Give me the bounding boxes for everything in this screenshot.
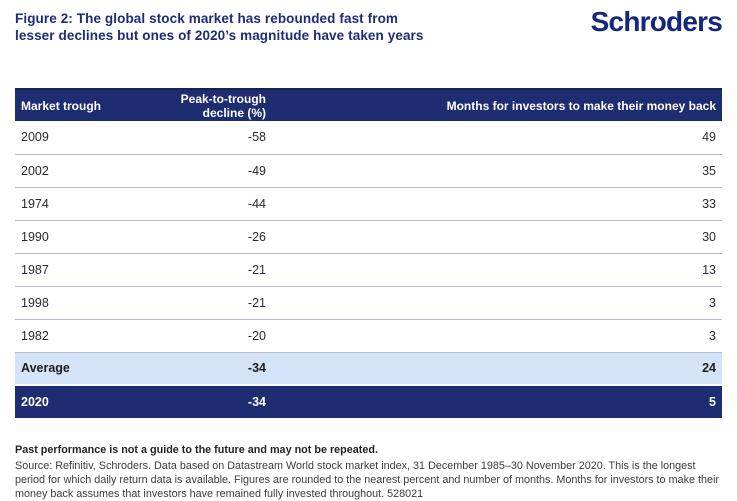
table-row: 1998 -21 3 bbox=[15, 286, 722, 320]
table-row: 1974 -44 33 bbox=[15, 187, 722, 221]
figure-title: Figure 2: The global stock market has re… bbox=[15, 10, 424, 44]
column-header-months: Months for investors to make their money… bbox=[272, 88, 722, 121]
cell-months: 24 bbox=[272, 352, 722, 386]
cell-months: 35 bbox=[272, 154, 722, 188]
logo-slashed-o-icon: o bbox=[649, 6, 667, 37]
cell-trough: 1990 bbox=[15, 220, 160, 254]
table-row: 2002 -49 35 bbox=[15, 154, 722, 188]
cell-decline: -58 bbox=[160, 121, 272, 155]
source-note: Source: Refinitiv, Schroders. Data based… bbox=[15, 460, 719, 501]
cell-months: 5 bbox=[272, 385, 722, 418]
past-performance-disclaimer: Past performance is not a guide to the f… bbox=[15, 444, 378, 456]
cell-months: 3 bbox=[272, 286, 722, 320]
cell-decline: -34 bbox=[160, 385, 272, 418]
cell-trough: 1974 bbox=[15, 187, 160, 221]
table-row-2020-highlight: 2020 -34 5 bbox=[15, 385, 722, 418]
table-header-row: Market trough Peak-to-trough decline (%)… bbox=[15, 88, 722, 121]
cell-trough: 1998 bbox=[15, 286, 160, 320]
cell-trough: 2002 bbox=[15, 154, 160, 188]
cell-months: 3 bbox=[272, 319, 722, 353]
figure-title-line1: Figure 2: The global stock market has re… bbox=[15, 11, 399, 26]
cell-trough: 2009 bbox=[15, 121, 160, 155]
figure-title-line2: lesser declines but ones of 2020’s magni… bbox=[15, 28, 424, 43]
table-row-average: Average -34 24 bbox=[15, 352, 722, 386]
cell-decline: -21 bbox=[160, 286, 272, 320]
cell-decline: -44 bbox=[160, 187, 272, 221]
logo-text-pre: Schr bbox=[590, 6, 651, 37]
table-row: 1987 -21 13 bbox=[15, 253, 722, 287]
column-header-decline: Peak-to-trough decline (%) bbox=[160, 88, 272, 121]
cell-months: 49 bbox=[272, 121, 722, 155]
cell-decline: -49 bbox=[160, 154, 272, 188]
cell-trough: 1982 bbox=[15, 319, 160, 353]
table-row: 2009 -58 49 bbox=[15, 121, 722, 155]
cell-decline: -21 bbox=[160, 253, 272, 287]
cell-trough: 2020 bbox=[15, 385, 160, 418]
page-header: Figure 2: The global stock market has re… bbox=[0, 0, 737, 88]
table-row: 1990 -26 30 bbox=[15, 220, 722, 254]
cell-months: 13 bbox=[272, 253, 722, 287]
table-row: 1982 -20 3 bbox=[15, 319, 722, 353]
cell-trough: Average bbox=[15, 352, 160, 386]
cell-decline: -20 bbox=[160, 319, 272, 353]
cell-months: 30 bbox=[272, 220, 722, 254]
cell-decline: -26 bbox=[160, 220, 272, 254]
column-header-market-trough: Market trough bbox=[15, 88, 160, 121]
footnotes: Past performance is not a guide to the f… bbox=[15, 444, 727, 501]
cell-decline: -34 bbox=[160, 352, 272, 386]
schroders-logo: Schroders bbox=[590, 6, 723, 37]
market-trough-table: Market trough Peak-to-trough decline (%)… bbox=[15, 88, 722, 418]
cell-months: 33 bbox=[272, 187, 722, 221]
cell-trough: 1987 bbox=[15, 253, 160, 287]
logo-text-post: ders bbox=[666, 6, 723, 37]
